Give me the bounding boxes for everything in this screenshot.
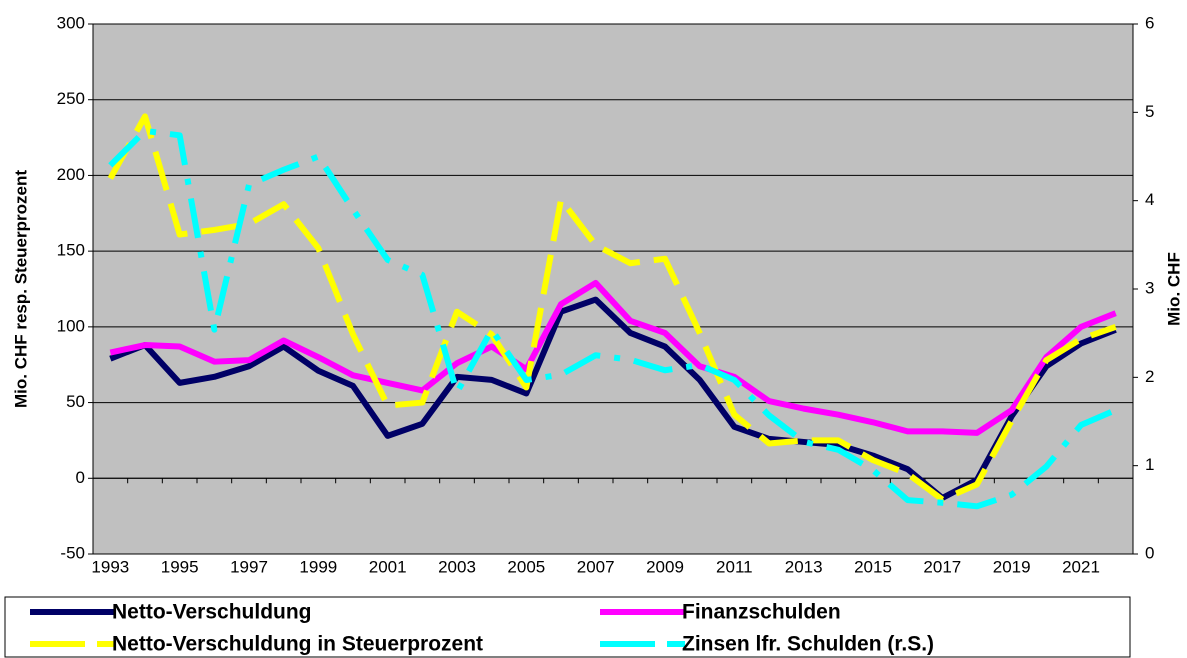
legend-label: Finanzschulden [682,601,841,624]
y2-axis-label: Mio. CHF [1164,252,1183,326]
x-tick-label: 1999 [299,557,337,576]
x-tick-label: 2017 [923,557,961,576]
y2-tick-label: 5 [1145,102,1154,121]
legend-label: Zinsen lfr. Schulden (r.S.) [682,633,934,656]
y-tick-label: 100 [57,316,85,335]
y2-tick-label: 4 [1145,190,1154,209]
x-tick-label: 2013 [785,557,823,576]
x-tick-label: 2009 [646,557,684,576]
y-tick-label: -50 [60,543,85,562]
y-tick-label: 150 [57,241,85,260]
x-tick-label: 1995 [161,557,199,576]
legend-label: Netto-Verschuldung in Steuerprozent [112,633,483,656]
x-tick-label: 2003 [438,557,476,576]
y-tick-label: 300 [57,13,85,32]
x-tick-label: 2019 [993,557,1031,576]
plot-area [92,23,1134,555]
x-tick-label: 2001 [369,557,407,576]
y2-tick-label: 6 [1145,13,1154,32]
series-line [109,296,1117,501]
x-tick-label: 2011 [716,557,753,576]
x-tick-label: 1997 [230,557,268,576]
y2-tick-label: 2 [1145,367,1154,386]
y-axis-label: Mio. CHF resp. Steuerprozent [11,170,30,408]
legend [4,596,1131,658]
y2-tick-label: 3 [1145,278,1154,297]
series-line [108,127,1117,510]
series-line [109,279,1117,436]
y-tick-label: 0 [76,468,85,487]
x-tick-label: 2021 [1062,557,1100,576]
y-tick-label: 250 [57,89,85,108]
x-tick-label: 2015 [854,557,892,576]
x-tick-label: 1993 [91,557,129,576]
y2-tick-label: 0 [1145,543,1154,562]
y-tick-label: 200 [57,165,85,184]
x-tick-label: 2007 [577,557,615,576]
y2-tick-label: 1 [1145,455,1154,474]
series-line [107,113,1117,503]
x-tick-label: 2005 [507,557,545,576]
y-tick-label: 50 [66,392,85,411]
legend-label: Netto-Verschuldung [112,601,312,624]
